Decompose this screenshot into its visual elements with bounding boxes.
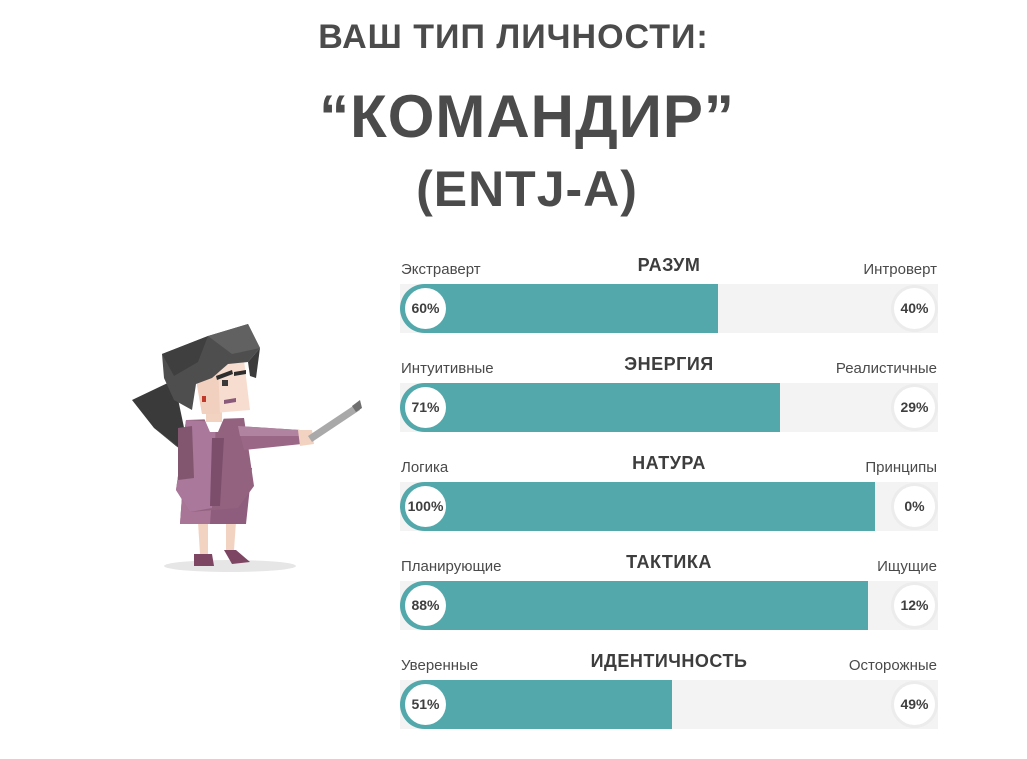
trait-bar: 51% 49% [400,680,938,729]
trait-right-percent: 49% [894,684,935,725]
trait-bar: 88% 12% [400,581,938,630]
trait-right-percent: 29% [894,387,935,428]
trait-title: РАЗУМ [637,255,701,275]
trait-left-percent: 100% [405,486,446,527]
trait-left-label: Экстраверт [401,261,481,278]
trait-right-percent: 40% [894,288,935,329]
trait-right-label: Реалистичные [835,360,937,377]
trait-left-percent: 71% [405,387,446,428]
trait-left-label: Планирующие [401,558,502,575]
trait-identity: Уверенные ИДЕНТИЧНОСТЬ Осторожные 51% 49… [400,648,938,747]
trait-bar-fill [400,284,718,333]
trait-left-label: Логика [401,459,449,476]
trait-bar: 60% 40% [400,284,938,333]
personality-type-label: ВАШ ТИП ЛИЧНОСТИ: [318,18,709,56]
trait-left-label: Уверенные [401,657,479,674]
trait-right-label: Осторожные [848,657,937,674]
trait-right-label: Ищущие [877,558,937,575]
trait-right-label: Интроверт [863,261,937,278]
personality-type-name: “КОМАНДИР” [319,83,735,150]
trait-bar: 100% 0% [400,482,938,531]
trait-nature: Логика НАТУРА Принципы 100% 0% [400,450,938,549]
trait-title: ЭНЕРГИЯ [624,354,714,374]
trait-left-percent: 88% [405,585,446,626]
trait-bar: 71% 29% [400,383,938,432]
trait-left-percent: 51% [405,684,446,725]
commander-woman-pointer-icon [128,318,368,578]
trait-title: ИДЕНТИЧНОСТЬ [590,651,748,671]
trait-right-percent: 12% [894,585,935,626]
trait-list: Экстраверт РАЗУМ Интроверт 60% 40% Интуи… [400,252,938,747]
trait-tactics: Планирующие ТАКТИКА Ищущие 88% 12% [400,549,938,648]
trait-right-label: Принципы [865,459,937,476]
trait-title: ТАКТИКА [626,552,712,572]
trait-mind: Экстраверт РАЗУМ Интроверт 60% 40% [400,252,938,351]
trait-bar-fill [400,581,868,630]
trait-energy: Интуитивные ЭНЕРГИЯ Реалистичные 71% 29% [400,351,938,450]
personality-type-code: (ENTJ-A) [416,161,638,217]
trait-bar-fill [400,482,875,531]
trait-left-percent: 60% [405,288,446,329]
trait-title: НАТУРА [632,453,706,473]
trait-bar-fill [400,383,780,432]
trait-left-label: Интуитивные [401,360,494,377]
trait-right-percent: 0% [894,486,935,527]
